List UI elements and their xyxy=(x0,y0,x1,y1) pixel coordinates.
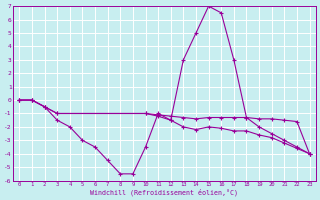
X-axis label: Windchill (Refroidissement éolien,°C): Windchill (Refroidissement éolien,°C) xyxy=(91,188,238,196)
